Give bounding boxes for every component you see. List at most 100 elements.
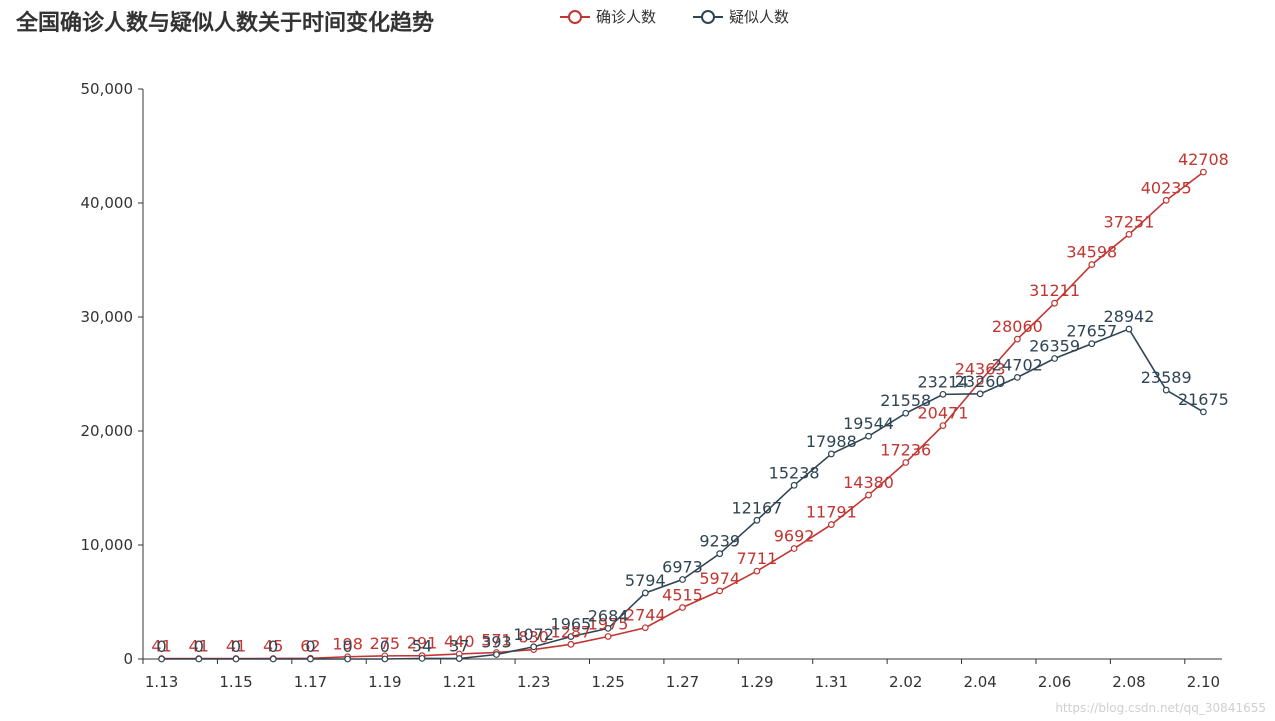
- data-point: [1088, 261, 1096, 268]
- data-label: 31211: [1029, 281, 1080, 300]
- data-label: 2684: [588, 606, 629, 625]
- data-label: 21558: [880, 391, 931, 410]
- data-point: [232, 655, 240, 663]
- data-point: [902, 459, 910, 466]
- data-label: 28060: [992, 317, 1043, 336]
- data-label: 20471: [917, 404, 968, 423]
- data-label: 7711: [737, 549, 778, 568]
- data-label: 11791: [806, 503, 857, 522]
- data-point: [1088, 340, 1096, 348]
- data-label: 41: [226, 637, 246, 656]
- x-tick-label: 1.27: [666, 673, 699, 691]
- data-label: 198: [332, 635, 363, 654]
- data-label: 0: [343, 637, 353, 656]
- data-point: [641, 589, 649, 597]
- data-label: 830: [518, 628, 549, 647]
- data-label: 24702: [992, 355, 1043, 374]
- legend-label-suspected: 疑似人数: [729, 8, 789, 26]
- x-tick-label: 1.15: [219, 673, 252, 691]
- data-point: [865, 432, 872, 440]
- y-tick-label: 50,000: [81, 80, 134, 98]
- data-label: 12167: [731, 498, 782, 517]
- y-tick-label: 20,000: [81, 422, 134, 440]
- data-label: 9692: [774, 527, 815, 546]
- legend-item-suspected[interactable]: 疑似人数: [693, 8, 789, 26]
- data-point: [753, 567, 761, 575]
- data-label: 17236: [880, 441, 931, 460]
- data-label: 24363: [955, 359, 1006, 378]
- data-label: 0: [157, 637, 167, 656]
- data-label: 275: [370, 634, 401, 653]
- data-point: [641, 624, 649, 632]
- x-tick-label: 1.31: [815, 673, 848, 691]
- data-point: [753, 516, 761, 524]
- legend[interactable]: 确诊人数 疑似人数: [560, 8, 789, 26]
- data-point: [1013, 373, 1021, 381]
- plot-area: [158, 168, 1207, 663]
- data-point: [493, 651, 500, 658]
- data-point: [939, 390, 947, 398]
- data-label: 23260: [955, 372, 1006, 391]
- data-label: 42708: [1178, 150, 1229, 169]
- data-label: 27657: [1066, 322, 1117, 341]
- chart-title: 全国确诊人数与疑似人数关于时间变化趋势: [15, 10, 434, 36]
- data-label: 15238: [769, 463, 820, 482]
- data-label: 45: [263, 636, 283, 655]
- x-tick-label: 1.13: [145, 673, 178, 691]
- legend-item-confirmed[interactable]: 确诊人数: [560, 8, 656, 26]
- data-label: 23589: [1141, 368, 1192, 387]
- data-label: 6973: [662, 558, 703, 577]
- data-point: [716, 587, 724, 595]
- data-point: [418, 654, 426, 662]
- legend-label-confirmed: 确诊人数: [596, 8, 656, 26]
- data-label: 0: [268, 637, 278, 656]
- data-point: [1125, 325, 1133, 333]
- data-point: [716, 550, 724, 558]
- data-point: [604, 625, 612, 632]
- data-label: 23214: [917, 372, 968, 391]
- data-label: 393: [481, 633, 512, 652]
- data-label: 21675: [1178, 390, 1229, 409]
- data-point: [976, 390, 984, 398]
- data-label: 37: [449, 637, 469, 656]
- data-label: 26359: [1029, 337, 1080, 356]
- data-label: 5794: [625, 571, 666, 590]
- x-tick-label: 1.19: [368, 673, 401, 691]
- data-label: 62: [300, 636, 320, 655]
- data-label: 2744: [625, 606, 666, 625]
- x-tick-label: 1.17: [294, 673, 327, 691]
- data-label: 9239: [699, 532, 740, 551]
- legend-marker-confirmed: [568, 10, 582, 24]
- data-label: 1965: [551, 615, 592, 634]
- data-label: 19544: [843, 414, 894, 433]
- data-point: [827, 450, 835, 458]
- data-point: [827, 521, 835, 528]
- data-point: [307, 655, 314, 663]
- data-label: 1072: [513, 625, 554, 644]
- data-label: 1975: [588, 614, 629, 633]
- data-label: 17988: [806, 432, 857, 451]
- data-point: [679, 576, 686, 583]
- data-label: 28942: [1104, 307, 1155, 326]
- data-label: 40235: [1141, 178, 1192, 197]
- axes: 0 10,000 20,000 30,000 40,000 50,000 1.13 1.15 1…: [81, 80, 1222, 691]
- x-tick-label: 2.08: [1112, 673, 1145, 691]
- x-tick-label: 2.06: [1038, 673, 1071, 691]
- x-tick-label: 1.29: [740, 673, 773, 691]
- data-label: 0: [305, 637, 315, 656]
- data-point: [195, 655, 203, 663]
- data-point: [1162, 386, 1170, 394]
- data-point: [1199, 168, 1207, 176]
- y-tick-label: 0: [123, 650, 133, 668]
- x-tick-label: 2.04: [963, 673, 996, 691]
- data-point: [790, 545, 798, 552]
- data-point: [1051, 299, 1058, 307]
- data-point: [344, 655, 352, 663]
- x-tick-label: 1.25: [591, 673, 624, 691]
- data-point: [976, 377, 984, 385]
- x-tick-label: 1.21: [443, 673, 476, 691]
- data-point: [902, 409, 910, 417]
- data-label: 291: [407, 634, 438, 653]
- y-tick-label: 10,000: [81, 536, 134, 554]
